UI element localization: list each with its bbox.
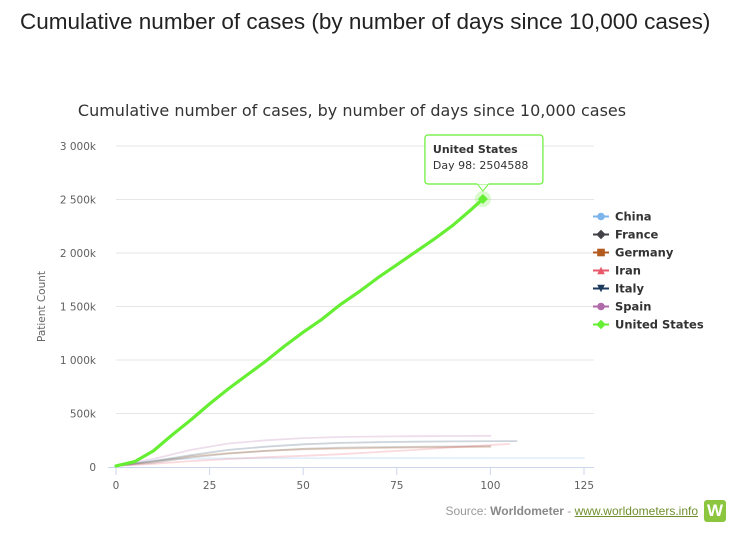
series-line-spain	[115, 434, 492, 467]
y-tick-label: 2 000k	[60, 248, 97, 260]
worldometer-logo-icon[interactable]: W	[704, 500, 726, 522]
y-tick-label: 2 500k	[60, 195, 97, 207]
legend-marker-china	[597, 212, 605, 221]
source-link[interactable]: www.worldometers.info	[574, 504, 698, 518]
legend-marker-germany	[597, 248, 605, 257]
x-tick-label: 50	[297, 480, 310, 492]
y-tick-label: 3 000k	[60, 141, 97, 153]
legend-label-china: China	[615, 210, 652, 224]
series-line-italy	[115, 440, 518, 467]
x-tick-label: 125	[574, 480, 594, 492]
legend-marker-france	[596, 229, 606, 240]
tooltip-title: United States	[433, 143, 518, 156]
chart-title: Cumulative number of cases, by number of…	[78, 101, 626, 120]
legend-marker-spain	[597, 302, 605, 311]
source-separator: -	[563, 504, 575, 518]
tooltip-text: Day 98: 2504588	[433, 159, 528, 172]
legend-label-germany: Germany	[615, 246, 674, 260]
x-tick-label: 0	[113, 480, 120, 492]
page-heading: Cumulative number of cases (by number of…	[20, 9, 711, 34]
source-credit: Source: Worldometer - www.worldometers.i…	[445, 504, 698, 518]
y-tick-label: 0	[89, 462, 96, 474]
legend-marker-italy	[597, 284, 605, 293]
y-tick-label: 500k	[70, 409, 97, 421]
y-tick-label: 1 500k	[60, 302, 97, 314]
x-tick-label: 100	[480, 480, 500, 492]
source-prefix: Source:	[445, 504, 491, 518]
legend-label-spain: Spain	[615, 300, 651, 314]
legend-label-france: France	[615, 228, 659, 242]
series-line-china	[115, 457, 585, 467]
series-line-france	[115, 445, 492, 467]
hover-point-marker	[477, 194, 488, 205]
tooltip-pointer	[475, 183, 490, 192]
series-line-germany	[115, 446, 492, 467]
x-tick-label: 75	[390, 480, 403, 492]
legend-label-united-states: United States	[615, 318, 704, 332]
series-line-iran	[115, 443, 511, 467]
y-axis-title: Patient Count	[36, 271, 48, 342]
series-line-united-states	[114, 197, 485, 468]
legend-label-italy: Italy	[615, 282, 644, 296]
legend-marker-united-states	[596, 319, 606, 330]
source-name: Worldometer	[490, 504, 564, 518]
legend-marker-iran	[597, 266, 605, 275]
y-tick-label: 1 000k	[60, 355, 97, 367]
legend-label-iran: Iran	[615, 264, 641, 278]
x-tick-label: 25	[203, 480, 216, 492]
